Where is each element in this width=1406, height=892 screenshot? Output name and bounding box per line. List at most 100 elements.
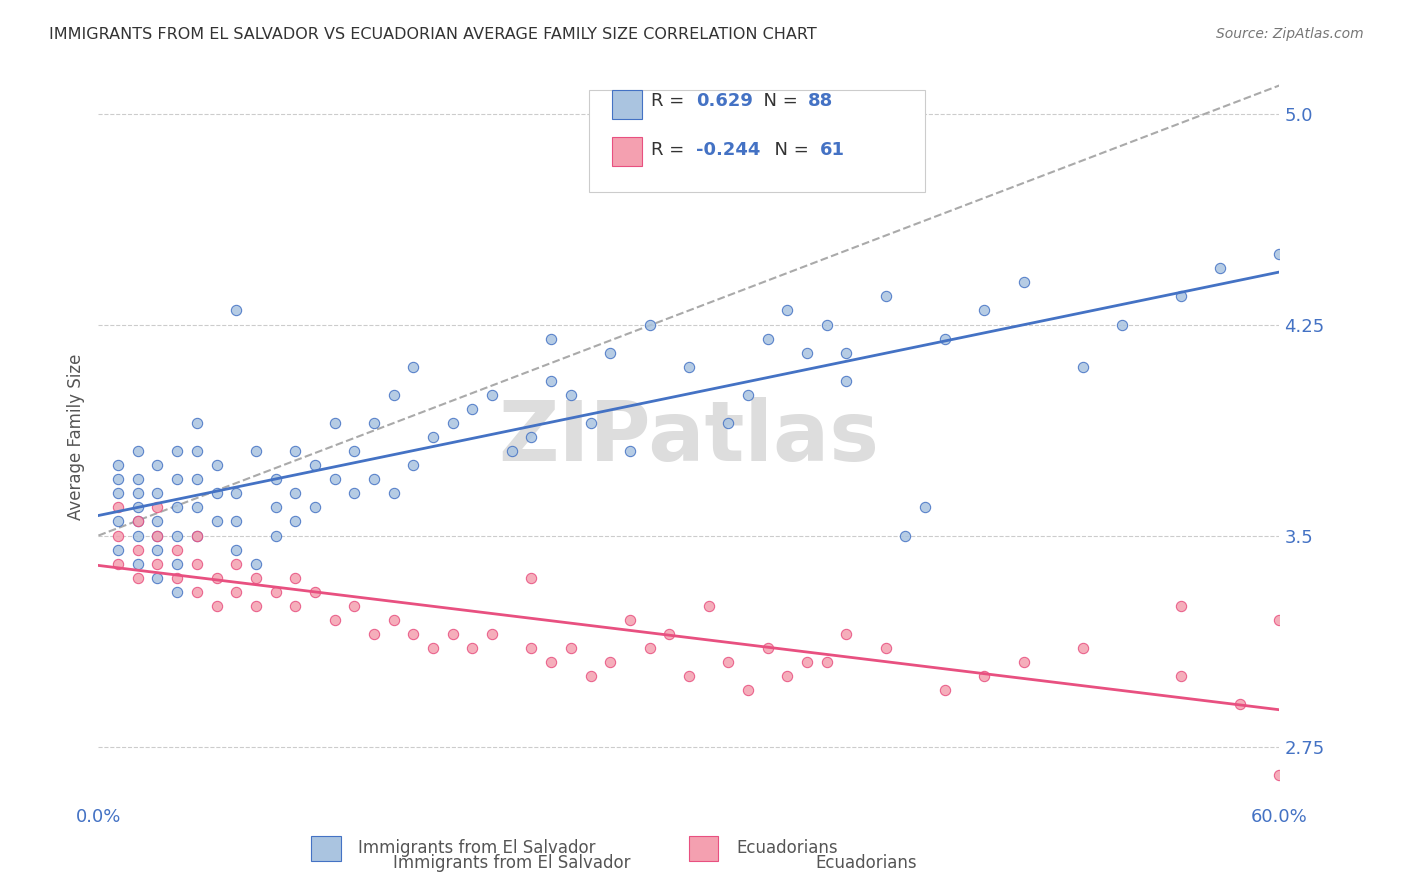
- Point: [520, 430, 543, 444]
- Point: [776, 303, 799, 318]
- Point: [835, 345, 858, 359]
- Point: [245, 557, 267, 571]
- Point: [875, 641, 897, 656]
- Point: [127, 486, 149, 500]
- Point: [815, 655, 838, 669]
- Point: [323, 472, 346, 486]
- Point: [619, 444, 641, 458]
- Point: [1229, 698, 1251, 712]
- Point: [245, 571, 267, 585]
- Point: [560, 641, 582, 656]
- Point: [382, 388, 405, 402]
- Point: [717, 416, 740, 430]
- Point: [225, 557, 247, 571]
- Point: [835, 374, 858, 388]
- Point: [894, 528, 917, 542]
- Point: [127, 515, 149, 529]
- Point: [107, 500, 129, 515]
- Point: [501, 444, 523, 458]
- Point: [678, 669, 700, 683]
- Point: [166, 584, 188, 599]
- Point: [166, 528, 188, 542]
- Point: [186, 500, 208, 515]
- Point: [323, 613, 346, 627]
- Point: [127, 528, 149, 542]
- Point: [205, 599, 228, 613]
- Point: [737, 683, 759, 698]
- Point: [186, 584, 208, 599]
- Point: [402, 458, 425, 473]
- Point: [284, 444, 307, 458]
- Point: [776, 669, 799, 683]
- Point: [717, 655, 740, 669]
- Point: [815, 318, 838, 332]
- Text: 61: 61: [820, 141, 845, 159]
- Point: [186, 557, 208, 571]
- Point: [737, 388, 759, 402]
- Point: [1012, 655, 1035, 669]
- Point: [540, 655, 562, 669]
- Y-axis label: Average Family Size: Average Family Size: [66, 354, 84, 520]
- Point: [205, 458, 228, 473]
- Point: [127, 571, 149, 585]
- Point: [284, 486, 307, 500]
- Point: [107, 472, 129, 486]
- Point: [284, 571, 307, 585]
- Bar: [689, 836, 718, 862]
- Point: [146, 528, 169, 542]
- Text: R =: R =: [651, 141, 690, 159]
- Point: [1268, 247, 1291, 261]
- Point: [697, 599, 720, 613]
- Point: [363, 472, 385, 486]
- Point: [540, 332, 562, 346]
- Text: -0.244: -0.244: [696, 141, 761, 159]
- Point: [934, 683, 956, 698]
- Point: [166, 557, 188, 571]
- Point: [107, 486, 129, 500]
- Point: [914, 500, 936, 515]
- Text: 88: 88: [808, 92, 834, 110]
- Bar: [612, 90, 641, 119]
- Point: [146, 571, 169, 585]
- Point: [461, 641, 484, 656]
- Point: [166, 542, 188, 557]
- Point: [127, 542, 149, 557]
- Point: [127, 500, 149, 515]
- Point: [363, 416, 385, 430]
- Point: [264, 500, 287, 515]
- Point: [934, 332, 956, 346]
- Point: [1209, 261, 1232, 276]
- Point: [107, 528, 129, 542]
- Point: [323, 416, 346, 430]
- Point: [441, 627, 464, 641]
- Point: [540, 374, 562, 388]
- Point: [225, 515, 247, 529]
- Point: [245, 444, 267, 458]
- Point: [205, 515, 228, 529]
- Point: [481, 388, 503, 402]
- Point: [422, 641, 444, 656]
- Point: [146, 486, 169, 500]
- Point: [402, 359, 425, 374]
- Point: [796, 345, 818, 359]
- Point: [186, 416, 208, 430]
- Point: [225, 486, 247, 500]
- Point: [264, 584, 287, 599]
- Point: [107, 458, 129, 473]
- Point: [599, 345, 621, 359]
- Point: [245, 599, 267, 613]
- Point: [205, 486, 228, 500]
- Text: R =: R =: [651, 92, 690, 110]
- Text: 0.629: 0.629: [696, 92, 752, 110]
- Point: [461, 401, 484, 416]
- Point: [1170, 669, 1192, 683]
- Point: [520, 571, 543, 585]
- Point: [678, 359, 700, 374]
- Point: [107, 542, 129, 557]
- Point: [1111, 318, 1133, 332]
- Point: [638, 641, 661, 656]
- Point: [441, 416, 464, 430]
- Bar: [311, 836, 340, 862]
- Point: [186, 528, 208, 542]
- Point: [1071, 641, 1094, 656]
